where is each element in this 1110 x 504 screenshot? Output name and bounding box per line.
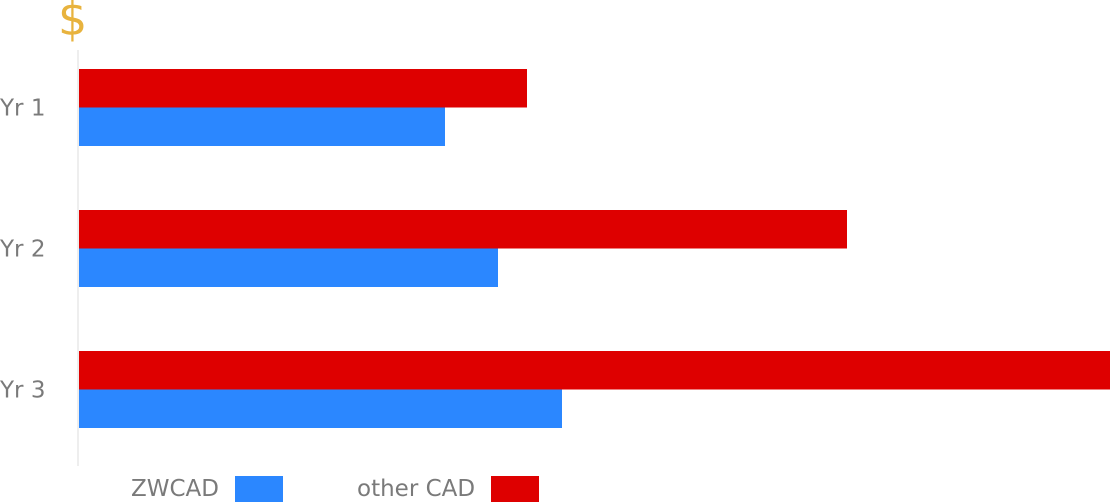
bar-other-cad-yr-3 [79,351,1110,390]
bar-zwcad-yr-3 [79,389,562,428]
category-label: Yr 3 [0,378,45,404]
legend-swatch-zwcad [235,476,284,502]
legend-swatch-other-cad [491,476,540,502]
bar-other-cad-yr-2 [79,210,847,249]
bar-other-cad-yr-1 [79,69,527,108]
category-labels-group: Yr 1 Yr 2 Yr 3 [0,96,45,404]
legend-label-zwcad: ZWCAD [131,476,220,502]
bar-zwcad-yr-1 [79,107,445,146]
currency-symbol: $ [58,0,88,46]
category-label: Yr 2 [0,237,45,263]
bars-group [79,69,1110,428]
legend-item-zwcad: ZWCAD [131,474,284,504]
bar-zwcad-yr-2 [79,248,498,287]
category-label: Yr 1 [0,96,45,122]
legend-label-other-cad: other CAD [357,476,476,502]
legend-item-other-cad: other CAD [357,474,540,504]
legend: ZWCAD other CAD [0,474,600,504]
